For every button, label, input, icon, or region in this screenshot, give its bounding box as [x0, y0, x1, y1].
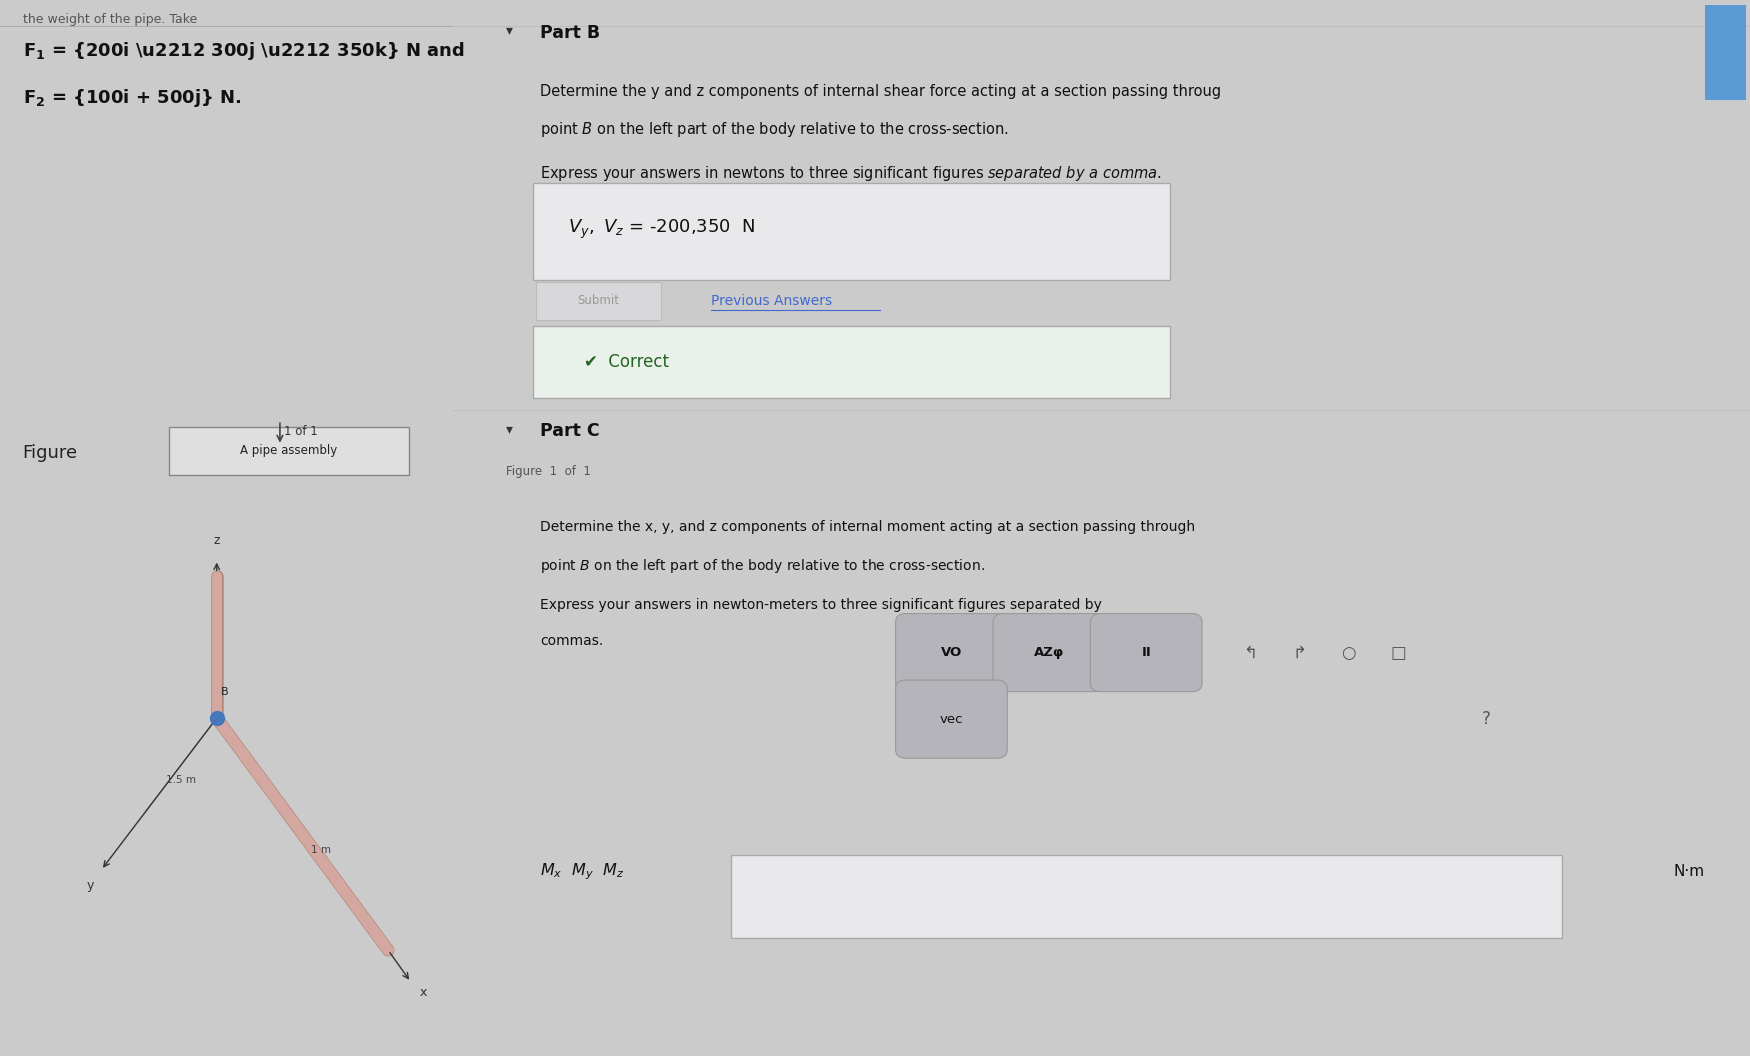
Text: point $B$ on the left part of the body relative to the cross-section.: point $B$ on the left part of the body r…: [539, 557, 985, 574]
FancyBboxPatch shape: [992, 614, 1104, 692]
Text: 1 of 1: 1 of 1: [285, 425, 318, 437]
Text: commas.: commas.: [539, 634, 604, 647]
Text: $\mathbf{F_1}$ = {200$\mathbf{i}$ \u2212 300$\mathbf{j}$ \u2212 350$\mathbf{k}$}: $\mathbf{F_1}$ = {200$\mathbf{i}$ \u2212…: [23, 40, 464, 62]
Text: vec: vec: [940, 713, 963, 725]
FancyBboxPatch shape: [536, 282, 660, 320]
FancyBboxPatch shape: [170, 427, 408, 475]
Text: VO: VO: [942, 646, 963, 659]
Text: ▾: ▾: [506, 422, 513, 436]
Text: Submit: Submit: [578, 295, 620, 307]
Text: A pipe assembly: A pipe assembly: [240, 445, 338, 457]
Text: □: □: [1390, 643, 1405, 662]
Text: y: y: [86, 879, 94, 892]
Text: N·m: N·m: [1673, 864, 1704, 879]
Text: Express your answers in newton-meters to three significant figures separated by: Express your answers in newton-meters to…: [539, 598, 1102, 611]
FancyBboxPatch shape: [534, 183, 1169, 280]
Text: Determine the y and z components of internal shear force acting at a section pas: Determine the y and z components of inte…: [539, 84, 1222, 99]
Text: ↱: ↱: [1293, 643, 1306, 662]
Text: $\mathbf{F_2}$ = {100$\mathbf{i}$ + 500$\mathbf{j}$} N.: $\mathbf{F_2}$ = {100$\mathbf{i}$ + 500$…: [23, 87, 242, 109]
Text: the weight of the pipe. Take: the weight of the pipe. Take: [23, 13, 196, 25]
Text: Express your answers in newtons to three significant figures $\mathit{separated\: Express your answers in newtons to three…: [539, 164, 1162, 183]
Text: 1 m: 1 m: [310, 845, 331, 854]
Text: ▾: ▾: [506, 23, 513, 37]
Point: [203, 710, 231, 727]
Text: ?: ?: [1482, 710, 1491, 729]
FancyBboxPatch shape: [896, 680, 1008, 758]
Text: ▾: ▾: [1724, 30, 1731, 43]
Text: Previous Answers: Previous Answers: [710, 294, 833, 308]
Text: II: II: [1141, 646, 1152, 659]
FancyBboxPatch shape: [534, 326, 1169, 398]
Text: 1.5 m: 1.5 m: [166, 775, 196, 785]
Text: ✔  Correct: ✔ Correct: [584, 353, 668, 372]
FancyBboxPatch shape: [1090, 614, 1202, 692]
Text: ○: ○: [1342, 643, 1356, 662]
Text: x: x: [420, 986, 427, 999]
Text: $M_x\ \ M_y\ \ M_z$: $M_x\ \ M_y\ \ M_z$: [539, 861, 625, 882]
Text: B: B: [220, 687, 229, 697]
Text: z: z: [214, 534, 220, 547]
Text: Part B: Part B: [539, 24, 600, 42]
Text: Figure  1  of  1: Figure 1 of 1: [506, 465, 592, 477]
Text: $V_y,\ V_z$ = -200,350  N: $V_y,\ V_z$ = -200,350 N: [569, 218, 756, 241]
Text: Part C: Part C: [539, 422, 600, 440]
FancyBboxPatch shape: [896, 614, 1008, 692]
Text: Figure: Figure: [23, 444, 77, 461]
FancyBboxPatch shape: [732, 855, 1561, 938]
Text: Determine the x, y, and z components of internal moment acting at a section pass: Determine the x, y, and z components of …: [539, 520, 1195, 533]
Text: ↰: ↰: [1242, 643, 1256, 662]
FancyBboxPatch shape: [1706, 5, 1745, 100]
Text: AZφ: AZφ: [1034, 646, 1064, 659]
Text: point $B$ on the left part of the body relative to the cross-section.: point $B$ on the left part of the body r…: [539, 120, 1008, 139]
